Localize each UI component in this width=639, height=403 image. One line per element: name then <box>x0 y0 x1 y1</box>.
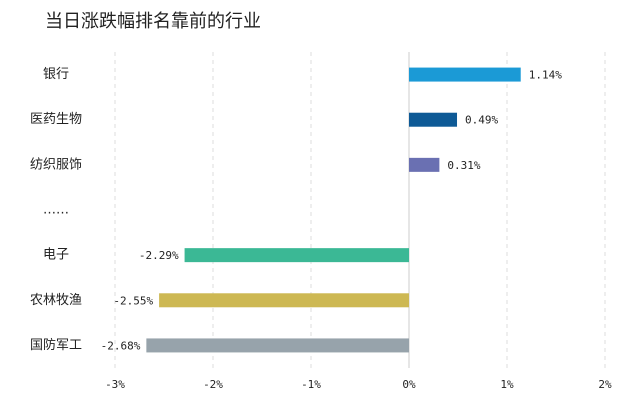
y-tick-label: 电子 <box>43 248 69 263</box>
y-tick-label: 银行 <box>43 67 69 82</box>
value-label: 0.49% <box>465 114 498 127</box>
y-tick-label: 纺织服饰 <box>30 157 82 172</box>
x-tick-label: 0% <box>402 378 416 391</box>
x-tick-label: -3% <box>105 378 125 391</box>
value-label: 1.14% <box>529 69 562 82</box>
x-tick-label: -1% <box>301 378 321 391</box>
y-tick-label: 农林牧渔 <box>30 293 82 308</box>
y-tick-label: …… <box>43 203 69 218</box>
y-tick-label: 医药生物 <box>30 112 82 127</box>
bar <box>409 157 440 172</box>
x-tick-label: 2% <box>598 378 612 391</box>
value-label: -2.29% <box>139 249 179 262</box>
y-tick-label: 国防军工 <box>30 337 82 353</box>
x-tick-label: 1% <box>500 378 514 391</box>
value-label: -2.55% <box>113 294 153 307</box>
bar <box>409 112 458 127</box>
value-label: 0.31% <box>447 159 480 172</box>
chart-title: 当日涨跌幅排名靠前的行业 <box>45 11 261 32</box>
bar <box>159 293 409 308</box>
x-tick-label: -2% <box>203 378 223 391</box>
bar <box>184 248 409 263</box>
bar <box>409 67 521 82</box>
bar <box>146 338 410 353</box>
value-label: -2.68% <box>101 339 141 352</box>
